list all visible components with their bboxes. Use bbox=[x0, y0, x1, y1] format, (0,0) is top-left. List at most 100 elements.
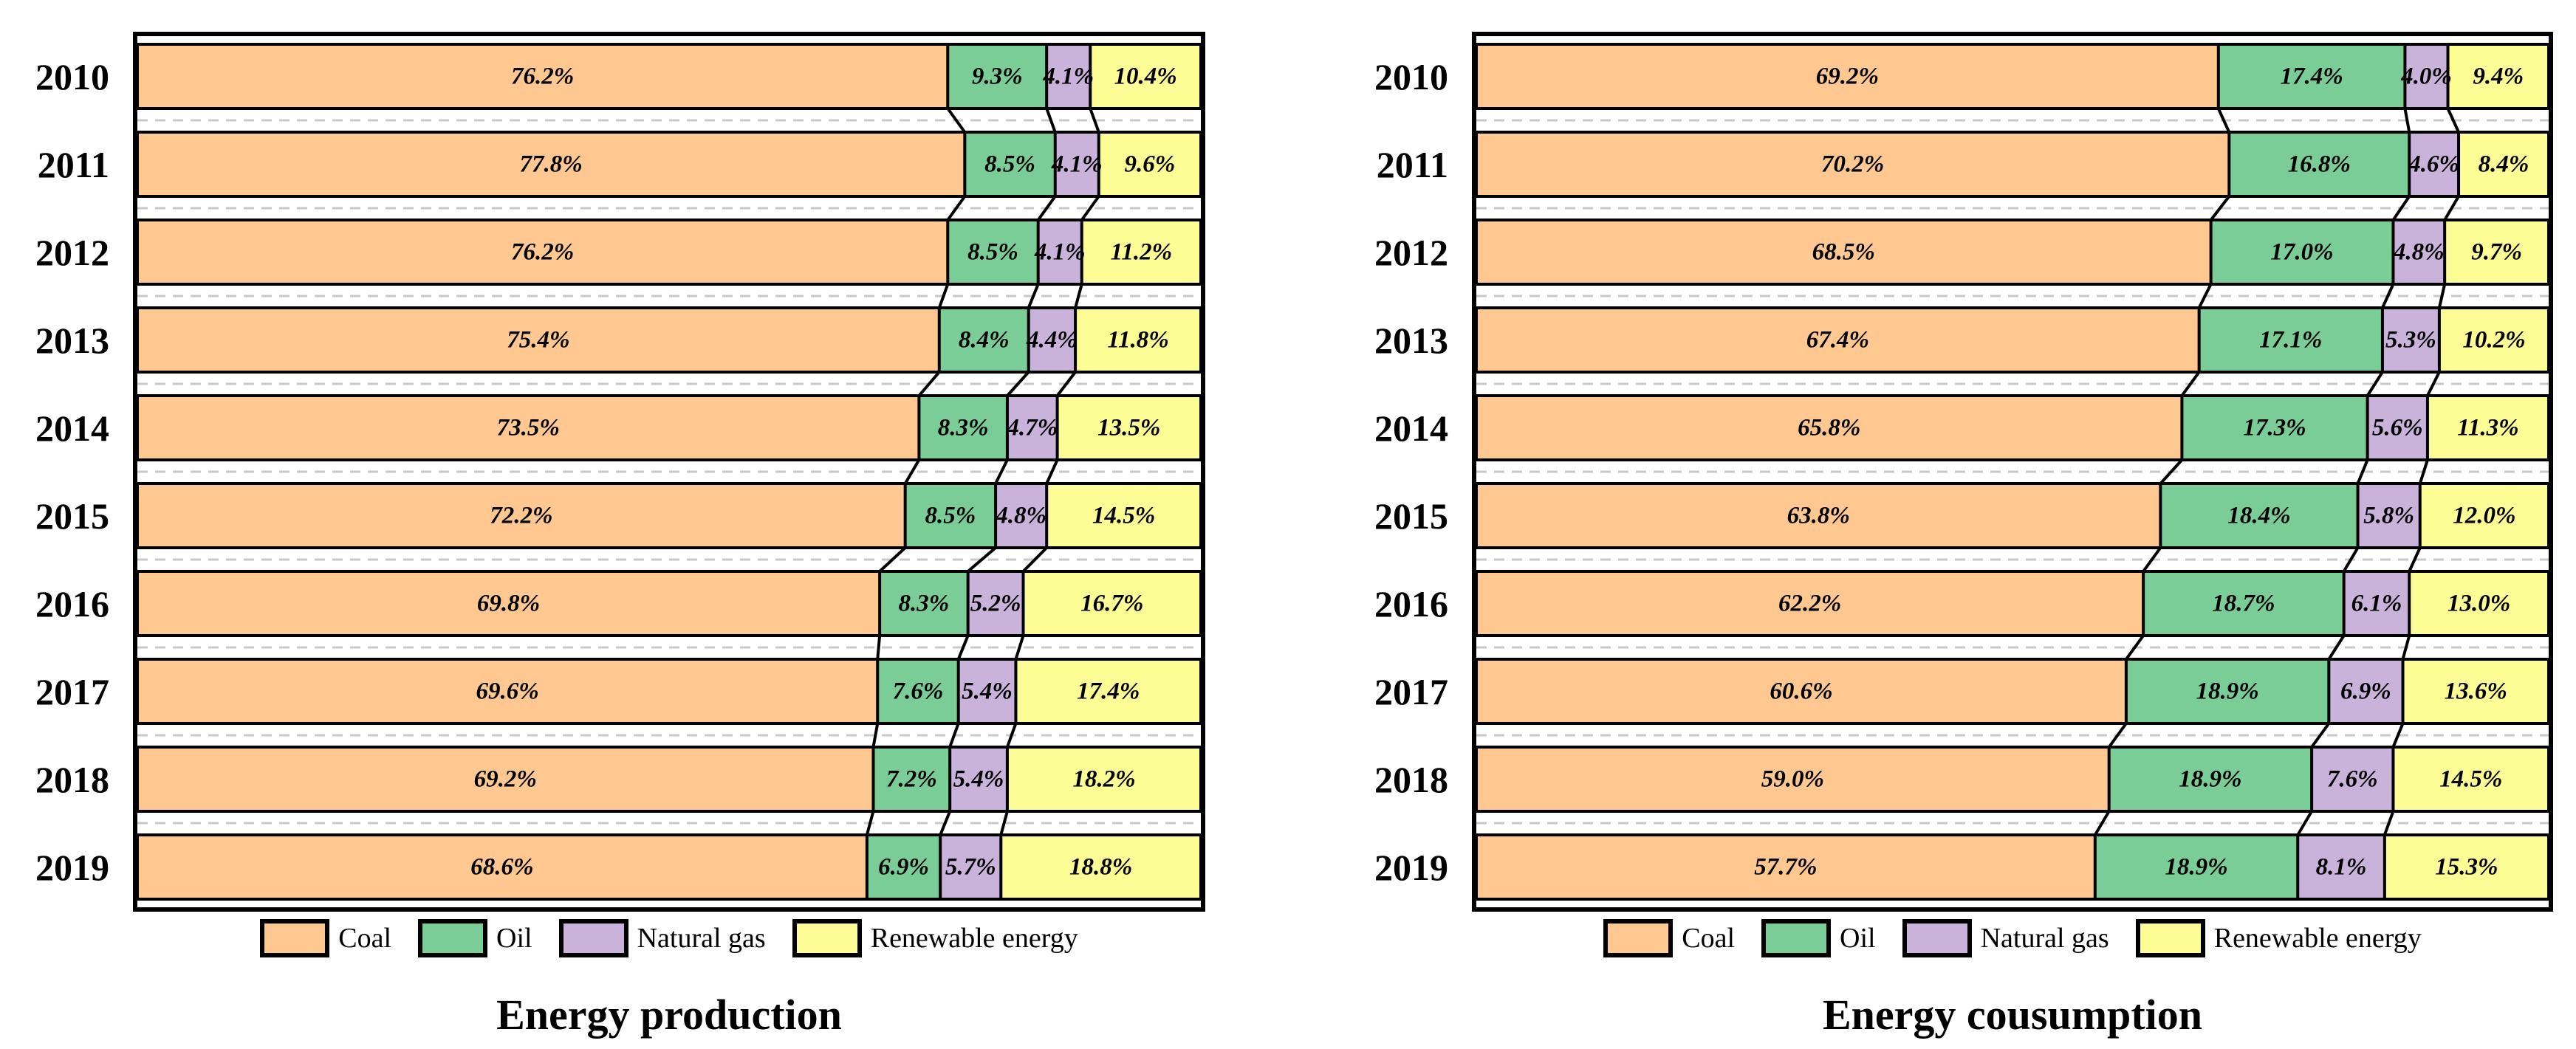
y-axis-tick-label: 2010 bbox=[1374, 55, 1448, 97]
connector-line bbox=[2142, 546, 2162, 573]
connector-line bbox=[999, 811, 1009, 836]
bar-value-label: 18.9% bbox=[2179, 766, 2242, 792]
legend-swatch bbox=[1761, 919, 1832, 957]
legend-item: Oil bbox=[418, 919, 532, 957]
bar-value-label: 17.1% bbox=[2259, 326, 2323, 353]
bar-value-label: 76.2% bbox=[511, 238, 575, 265]
legend-label: Oil bbox=[496, 923, 532, 954]
legend-label: Renewable energy bbox=[870, 923, 1078, 954]
connector-line bbox=[937, 283, 950, 309]
y-axis-tick-label: 2013 bbox=[1374, 319, 1448, 361]
bar-value-label: 17.4% bbox=[2280, 63, 2343, 89]
connector-line bbox=[917, 371, 941, 397]
bar-value-label: 18.7% bbox=[2212, 590, 2275, 616]
bar-value-label: 18.9% bbox=[2165, 853, 2228, 880]
y-axis-tick-label: 2016 bbox=[1374, 582, 1448, 625]
connector-line bbox=[1074, 283, 1083, 309]
bar-value-label: 57.7% bbox=[1754, 853, 1818, 880]
y-axis-tick-label: 2019 bbox=[1374, 846, 1448, 888]
bar-value-label: 18.9% bbox=[2196, 678, 2259, 704]
connector-line bbox=[2342, 546, 2360, 573]
bar-value-label: 18.4% bbox=[2227, 502, 2291, 529]
bar-value-label: 8.4% bbox=[958, 326, 1010, 353]
legend-label: Coal bbox=[338, 923, 392, 954]
bar-value-label: 69.2% bbox=[1815, 63, 1880, 89]
legend-item: Natural gas bbox=[558, 919, 766, 957]
y-axis-tick-label: 2015 bbox=[1374, 495, 1448, 537]
y-axis-tick-label: 2017 bbox=[1374, 670, 1448, 712]
y-axis-tick-label: 2019 bbox=[35, 846, 109, 888]
connector-line bbox=[1022, 546, 1048, 573]
bar-value-label: 5.4% bbox=[953, 766, 1004, 792]
bar-value-label: 4.1% bbox=[1034, 238, 1086, 265]
connector-line bbox=[876, 635, 882, 660]
connector-line bbox=[946, 107, 966, 134]
bar-value-label: 6.9% bbox=[878, 853, 929, 880]
bar-value-label: 8.5% bbox=[984, 151, 1035, 177]
connector-line bbox=[1045, 459, 1059, 484]
bar-value-label: 12.0% bbox=[2453, 502, 2516, 529]
bar-value-label: 63.8% bbox=[1787, 502, 1850, 529]
y-axis-tick-label: 2015 bbox=[35, 495, 109, 537]
connector-line bbox=[2426, 371, 2441, 396]
connector-line bbox=[948, 723, 960, 748]
connector-line bbox=[1037, 195, 1057, 221]
legend-label: Coal bbox=[1682, 923, 1736, 954]
connector-line bbox=[2401, 635, 2411, 660]
connector-line bbox=[2159, 458, 2183, 485]
bar-value-label: 8.5% bbox=[925, 502, 976, 529]
connector-line bbox=[878, 546, 907, 573]
connector-line bbox=[2216, 108, 2231, 133]
chart-title: Energy production bbox=[496, 991, 842, 1039]
bar-value-label: 8.3% bbox=[937, 414, 989, 441]
bar-value-label: 67.4% bbox=[1806, 326, 1869, 353]
plot-area: 69.2% 17.4% 4.0% 9.4% 70.2% 16.8% 4.6% 8.4% 68.5… bbox=[1472, 32, 2553, 912]
bar-value-label: 18.8% bbox=[1069, 853, 1133, 880]
bar-value-label: 68.5% bbox=[1812, 238, 1875, 265]
connector-line bbox=[2437, 283, 2447, 309]
y-axis-tick-label: 2018 bbox=[35, 758, 109, 800]
chart-energy-consumption: 2010 2011 2012 2013 2014 2015 2016 2017 2018 2019… bbox=[1374, 32, 2553, 1039]
y-axis-tick-label: 2011 bbox=[1376, 143, 1448, 185]
connector-line bbox=[1089, 108, 1100, 133]
bar-value-label: 5.4% bbox=[962, 678, 1013, 704]
y-axis-tick-label: 2014 bbox=[35, 407, 109, 449]
bar-value-label: 15.3% bbox=[2435, 853, 2498, 880]
bar-value-label: 9.7% bbox=[2471, 238, 2522, 265]
y-axis-tick-label: 2016 bbox=[35, 582, 109, 625]
y-axis: 2010 2011 2012 2013 2014 2015 2016 2017 2018 2019 bbox=[1332, 36, 1459, 907]
connector-line bbox=[871, 723, 880, 748]
connector-line bbox=[2327, 634, 2346, 661]
connector-line bbox=[1045, 108, 1057, 133]
bar-value-label: 17.0% bbox=[2270, 238, 2334, 265]
bar-value-label: 16.7% bbox=[1080, 590, 1144, 616]
connector-line bbox=[2403, 108, 2411, 133]
y-axis-tick-label: 2012 bbox=[35, 231, 109, 273]
bar-value-label: 14.5% bbox=[2439, 766, 2503, 792]
bar-value-label: 4.8% bbox=[996, 502, 1046, 529]
legend-label: Natural gas bbox=[1980, 923, 2109, 954]
y-axis-tick-label: 2017 bbox=[35, 670, 109, 712]
connector-line bbox=[1014, 635, 1025, 660]
bar-value-label: 8.3% bbox=[898, 590, 950, 616]
connector-line bbox=[2418, 459, 2429, 484]
legend-item: Renewable energy bbox=[792, 919, 1078, 957]
connector-line bbox=[2210, 195, 2230, 221]
connector-line bbox=[1027, 283, 1040, 309]
connector-line bbox=[2391, 723, 2405, 748]
bar-value-label: 69.2% bbox=[473, 766, 537, 792]
bar-value-label: 70.2% bbox=[1821, 151, 1885, 177]
legend-item: Oil bbox=[1761, 919, 1876, 957]
y-axis-tick-label: 2012 bbox=[1374, 231, 1448, 273]
bar-value-label: 76.2% bbox=[511, 63, 575, 89]
bar-value-label: 16.8% bbox=[2287, 151, 2351, 177]
bar-value-label: 10.4% bbox=[1114, 63, 1177, 89]
bar-value-label: 13.5% bbox=[1097, 414, 1161, 441]
bar-value-label: 62.2% bbox=[1778, 590, 1842, 616]
bar-value-label: 8.4% bbox=[2478, 151, 2529, 177]
connector-line bbox=[2108, 722, 2128, 749]
bar-value-label: 5.2% bbox=[970, 590, 1021, 616]
legend-swatch bbox=[1603, 919, 1674, 957]
legend-swatch bbox=[792, 919, 862, 957]
bar-value-label: 10.2% bbox=[2462, 326, 2526, 353]
